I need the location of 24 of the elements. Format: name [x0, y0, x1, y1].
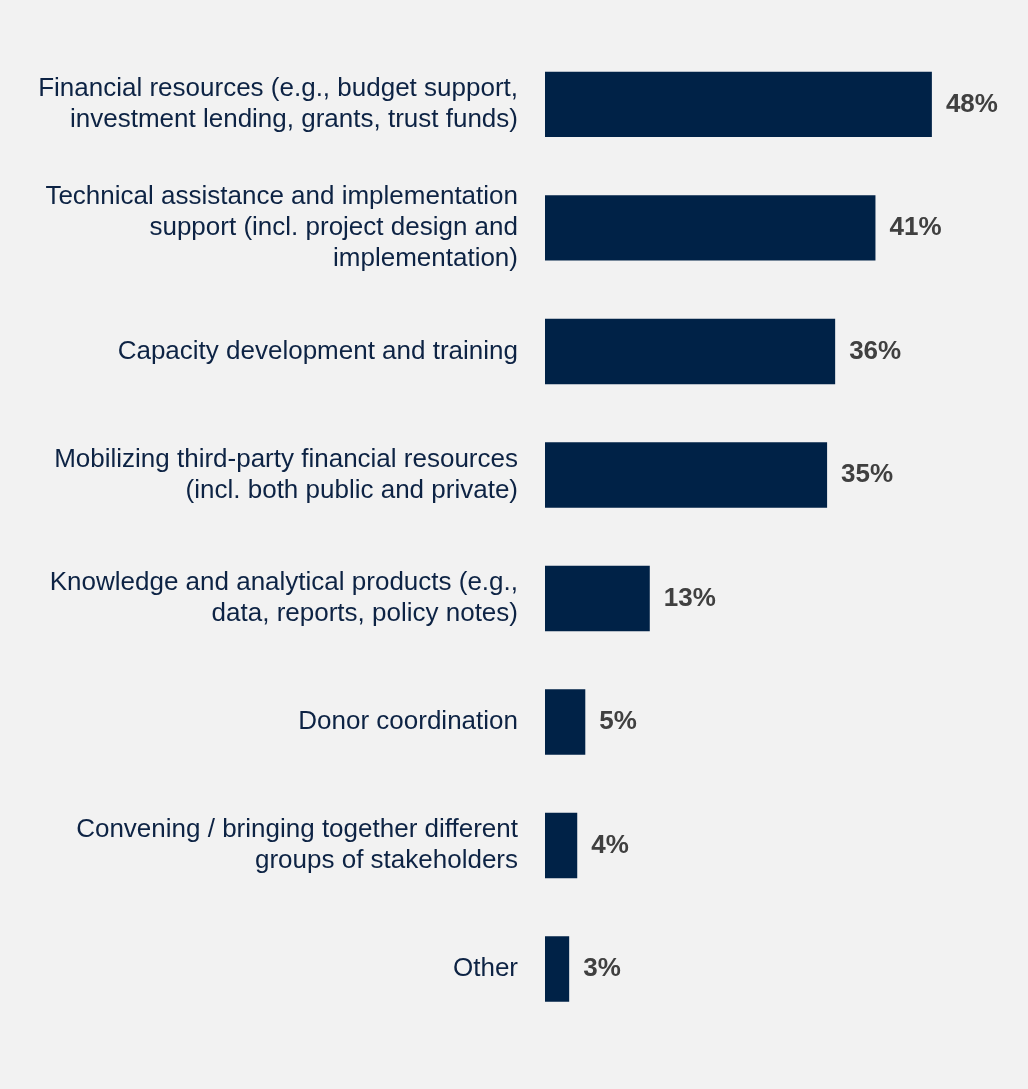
- bar: [545, 71, 932, 138]
- bar: [545, 936, 570, 1002]
- y-tick-label: Capacity development and training: [117, 334, 518, 365]
- bar: [545, 442, 828, 508]
- y-tick-label: Other: [452, 952, 519, 983]
- data-label: 4%: [591, 828, 629, 859]
- bar: [545, 689, 586, 755]
- bar: [545, 195, 876, 261]
- y-tick-label: Knowledge and analytical products (e.g., data, reports, policy notes): [49, 566, 518, 628]
- data-label: 5%: [599, 705, 637, 736]
- bar: [545, 812, 578, 879]
- data-label: 35%: [841, 458, 894, 489]
- y-tick-label: Donor coordination: [298, 705, 518, 736]
- data-label: 13%: [663, 581, 716, 612]
- data-label: 48%: [945, 87, 998, 118]
- y-tick-label: Mobilizing third-party financial resources (incl. both public and private): [54, 442, 518, 504]
- data-label: 36%: [849, 334, 902, 365]
- y-tick-label: Convening / bringing together different groups of stakeholders: [76, 813, 519, 875]
- y-tick-label: Financial resources (e.g., budget support, investment lending, grants, trust funds): [38, 71, 518, 134]
- data-label: 41%: [889, 211, 942, 242]
- data-label: 3%: [583, 952, 621, 983]
- bar: [545, 318, 836, 385]
- bar: [545, 565, 650, 632]
- y-tick-label: Technical assistance and implementation support (incl. project design and implementation): [45, 179, 518, 273]
